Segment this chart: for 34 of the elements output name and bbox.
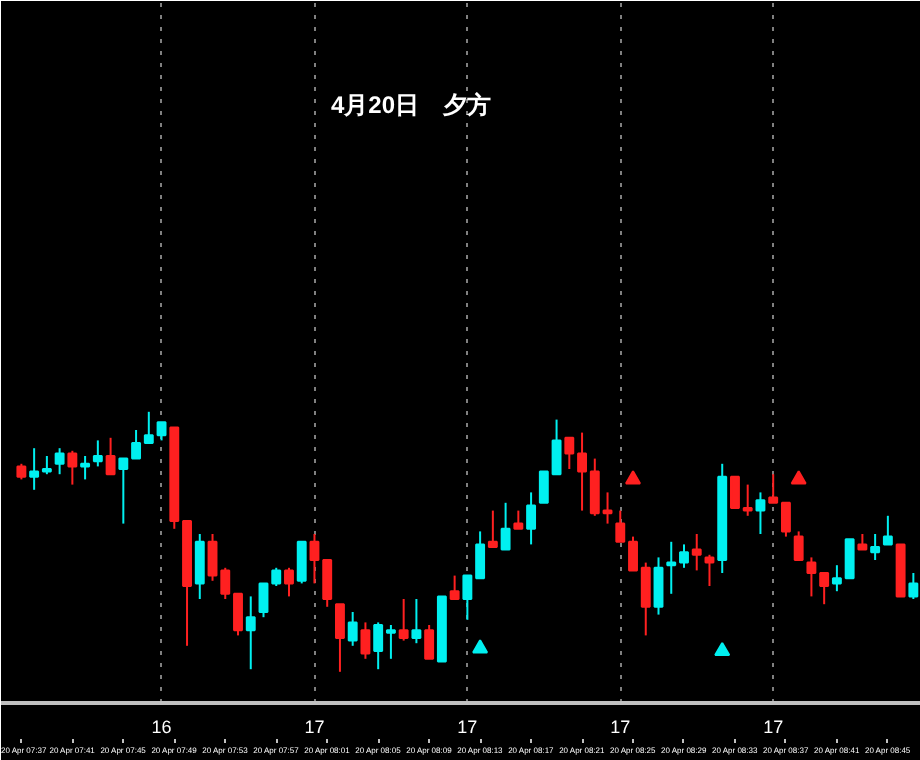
candlestick — [500, 501, 511, 551]
text: 17 — [763, 717, 784, 737]
candlestick — [92, 439, 103, 468]
candlestick — [194, 533, 205, 600]
candlestick — [882, 514, 893, 546]
candlestick — [67, 449, 78, 486]
chart-title: 4月20日 夕方 — [330, 91, 492, 119]
candlestick — [284, 566, 294, 598]
candlestick — [80, 455, 91, 481]
candlestick — [54, 447, 65, 476]
candlestick — [487, 509, 498, 548]
candlestick — [755, 491, 766, 535]
text: 17 — [457, 717, 478, 737]
candlestick — [424, 624, 435, 660]
candlestick — [335, 603, 345, 673]
candlestick — [296, 540, 307, 585]
candlestick — [870, 533, 881, 561]
candlestick — [105, 436, 116, 476]
candlestick — [513, 509, 524, 530]
candlestick — [449, 574, 460, 600]
candlestick — [691, 533, 702, 572]
candlestick — [398, 598, 409, 642]
candlestick — [908, 572, 919, 600]
candlestick — [653, 556, 664, 616]
candlestick — [245, 595, 256, 671]
text: 17 — [304, 717, 325, 737]
text: 17 — [610, 717, 631, 737]
candlestick — [347, 611, 358, 647]
candlestick — [526, 491, 537, 546]
candlestick — [793, 530, 804, 561]
candlestick — [411, 598, 422, 645]
candlestick — [360, 621, 371, 660]
text: 16 — [151, 717, 172, 737]
candlestick — [704, 553, 715, 587]
